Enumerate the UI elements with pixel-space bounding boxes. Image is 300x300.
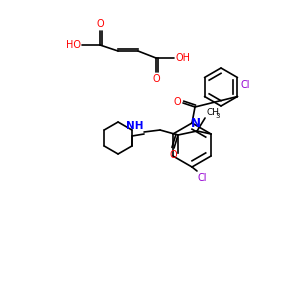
Text: O: O <box>96 19 104 29</box>
Text: O: O <box>152 74 160 84</box>
Text: Cl: Cl <box>241 80 250 89</box>
Text: Cl: Cl <box>198 173 208 183</box>
Text: O: O <box>173 97 181 107</box>
Text: O: O <box>169 150 177 160</box>
Text: N: N <box>191 117 201 130</box>
Text: NH: NH <box>126 121 143 131</box>
Text: CH: CH <box>206 108 219 117</box>
Text: HO: HO <box>66 40 81 50</box>
Text: OH: OH <box>175 53 190 63</box>
Text: 3: 3 <box>215 113 220 119</box>
